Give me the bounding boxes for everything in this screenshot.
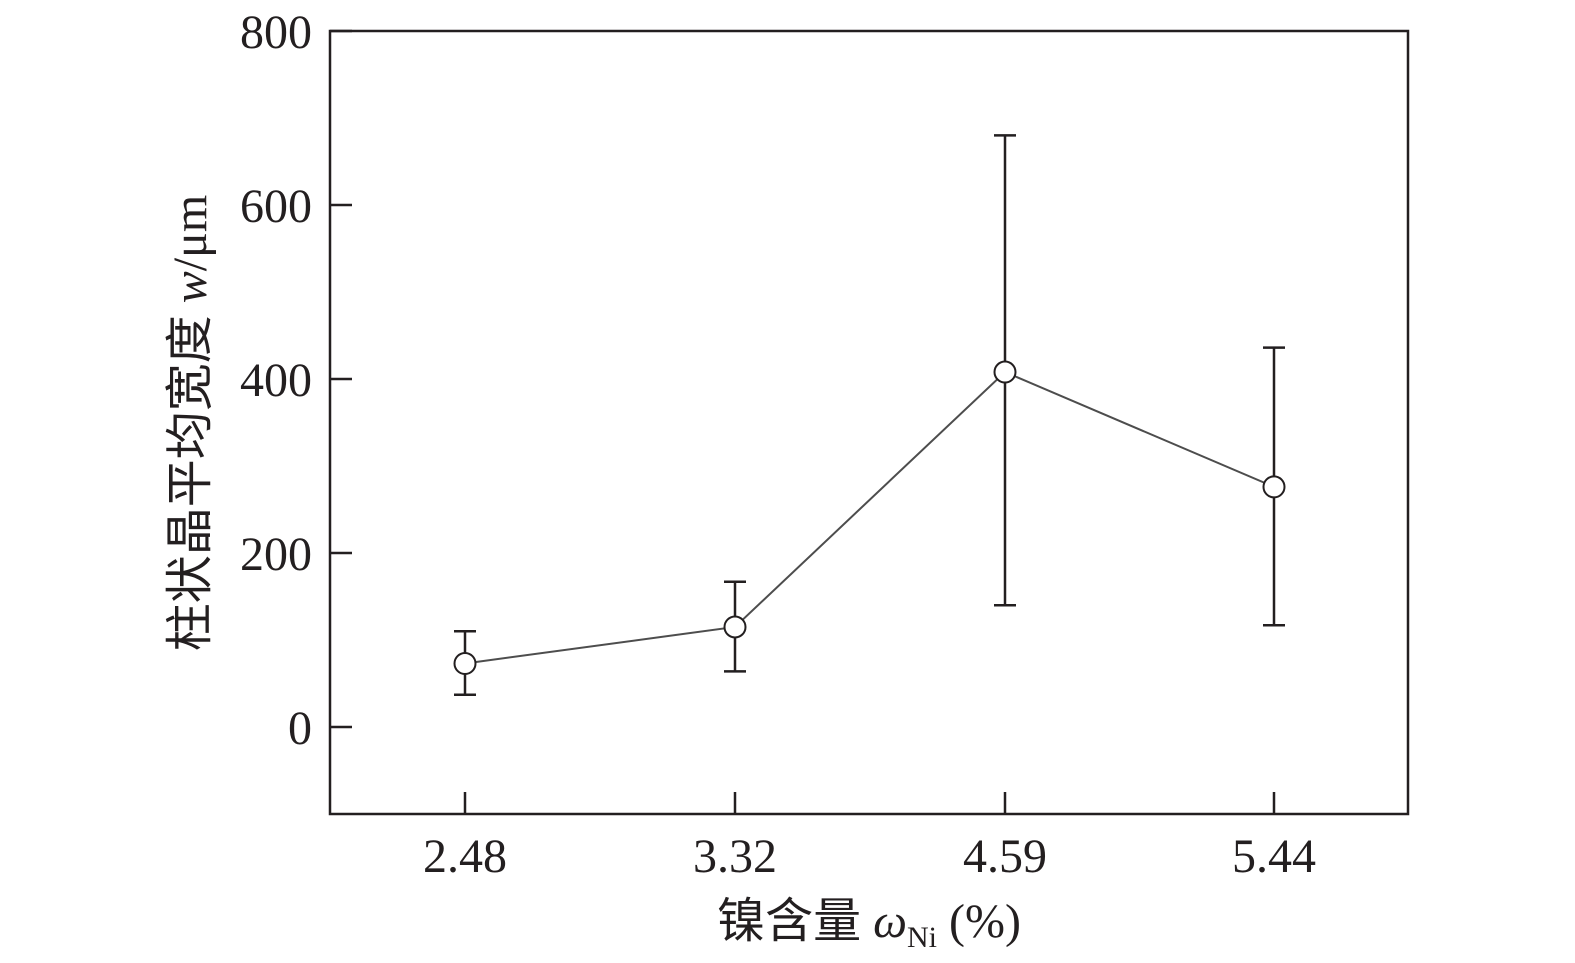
x-tick-label: 3.32 xyxy=(693,830,777,883)
x-axis: 2.48 3.32 4.59 5.44 xyxy=(423,792,1316,883)
x-axis-label-suffix: (%) xyxy=(937,895,1021,948)
y-tick-label: 400 xyxy=(240,354,312,407)
x-tick-label: 4.59 xyxy=(963,830,1047,883)
y-axis: 0 200 400 600 800 xyxy=(240,6,352,755)
x-axis-label-subscript: Ni xyxy=(907,921,937,954)
y-axis-label-symbol: w xyxy=(164,271,217,303)
series-line xyxy=(464,370,1275,665)
y-axis-label-suffix: /μm xyxy=(164,195,217,271)
x-axis-label: 镍含量 ωNi (%) xyxy=(717,895,1021,954)
x-axis-label-prefix: 镍含量 xyxy=(717,895,873,948)
y-tick-label: 800 xyxy=(240,6,312,59)
data-point xyxy=(723,615,747,639)
plot-area xyxy=(453,134,1286,697)
y-tick-label: 600 xyxy=(240,180,312,233)
data-point xyxy=(993,360,1017,384)
y-axis-label: 柱状晶平均宽度 w/μm xyxy=(164,195,217,651)
plot-frame xyxy=(328,29,1410,816)
y-tick-label: 0 xyxy=(288,702,312,755)
data-point xyxy=(1262,475,1286,499)
y-tick-label: 200 xyxy=(240,528,312,581)
x-tick-label: 5.44 xyxy=(1232,830,1316,883)
x-tick-label: 2.48 xyxy=(423,830,507,883)
data-point xyxy=(453,651,477,675)
y-axis-label-prefix: 柱状晶平均宽度 xyxy=(164,303,217,651)
x-axis-label-symbol: ω xyxy=(873,895,907,948)
